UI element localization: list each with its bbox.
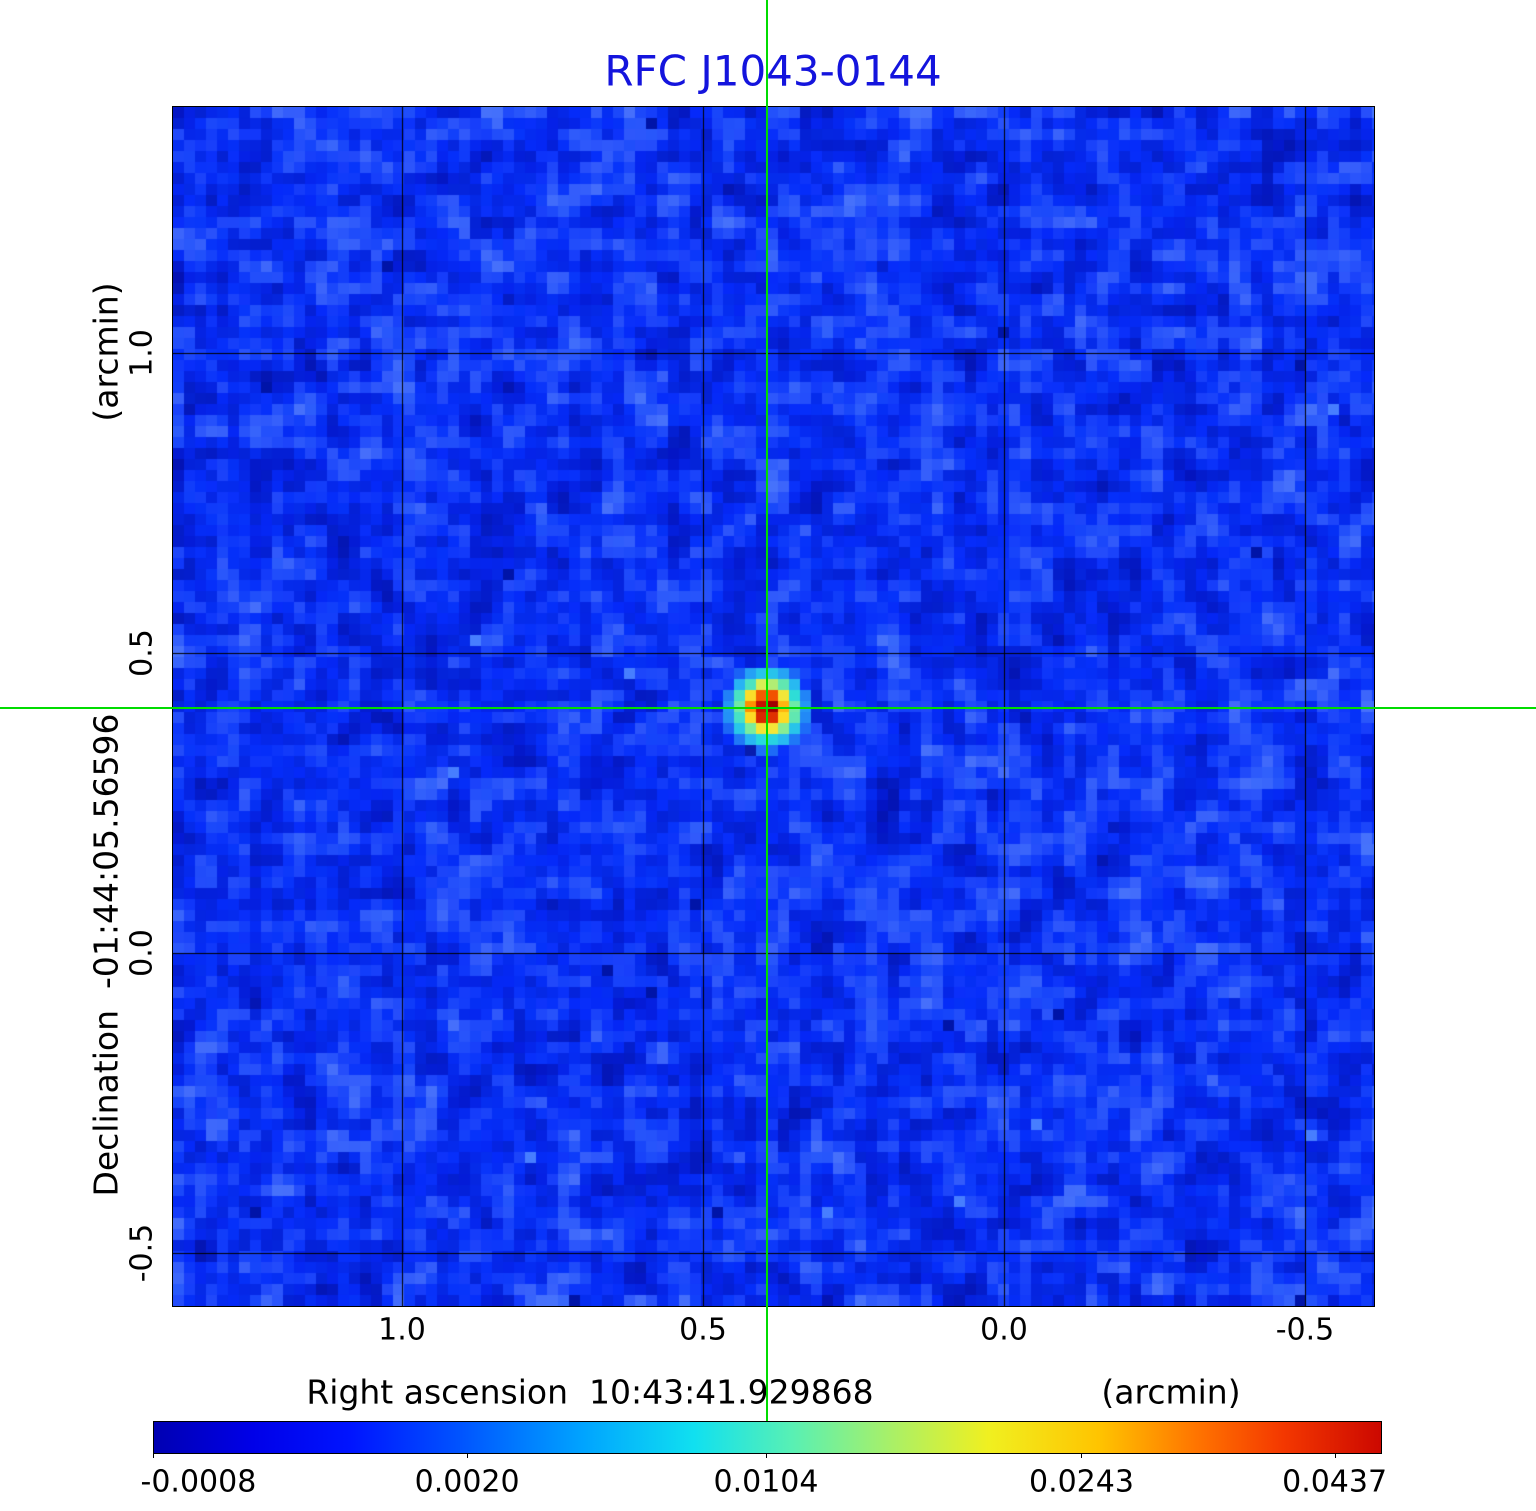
y-tick-label: -0.5 — [124, 1223, 160, 1283]
colorbar-tick-mark — [1081, 1453, 1083, 1458]
y-tick-label: 1.0 — [124, 329, 160, 377]
sky-image-canvas — [173, 107, 1374, 1306]
colorbar-tick-mark — [467, 1453, 469, 1458]
x-axis-unit-label: (arcmin) — [1101, 1372, 1241, 1412]
x-axis-title: Right ascension 10:43:41.929868 — [306, 1372, 874, 1412]
colorbar — [153, 1421, 1382, 1454]
figure-title: RFC J1043-0144 — [604, 46, 942, 96]
colorbar-tick-mark — [153, 1453, 154, 1458]
colorbar-tick-label: -0.0008 — [140, 1464, 257, 1500]
colorbar-tick-mark — [766, 1453, 767, 1458]
crosshair-vertical-line — [766, 0, 768, 1421]
x-tick-label: -0.5 — [1275, 1312, 1335, 1348]
x-tick-label: 0.5 — [679, 1312, 727, 1348]
y-tick-label: 0.0 — [124, 929, 160, 977]
x-tick-label: 1.0 — [378, 1312, 426, 1348]
colorbar-tick-label: 0.0437 — [1282, 1464, 1388, 1500]
image-panel — [172, 106, 1375, 1307]
x-tick-label: 0.0 — [980, 1312, 1028, 1348]
crosshair-horizontal-line — [0, 707, 1536, 709]
colorbar-tick-label: 0.0020 — [414, 1464, 520, 1500]
colorbar-tick-label: 0.0243 — [1028, 1464, 1134, 1500]
colorbar-tick-mark — [1334, 1453, 1336, 1458]
y-tick-label: 0.5 — [124, 629, 160, 677]
colorbar-tick-label: 0.0104 — [713, 1464, 819, 1500]
y-axis-unit-label: (arcmin) — [86, 282, 126, 422]
y-axis-title: Declination -01:44:05.56596 — [86, 713, 126, 1197]
